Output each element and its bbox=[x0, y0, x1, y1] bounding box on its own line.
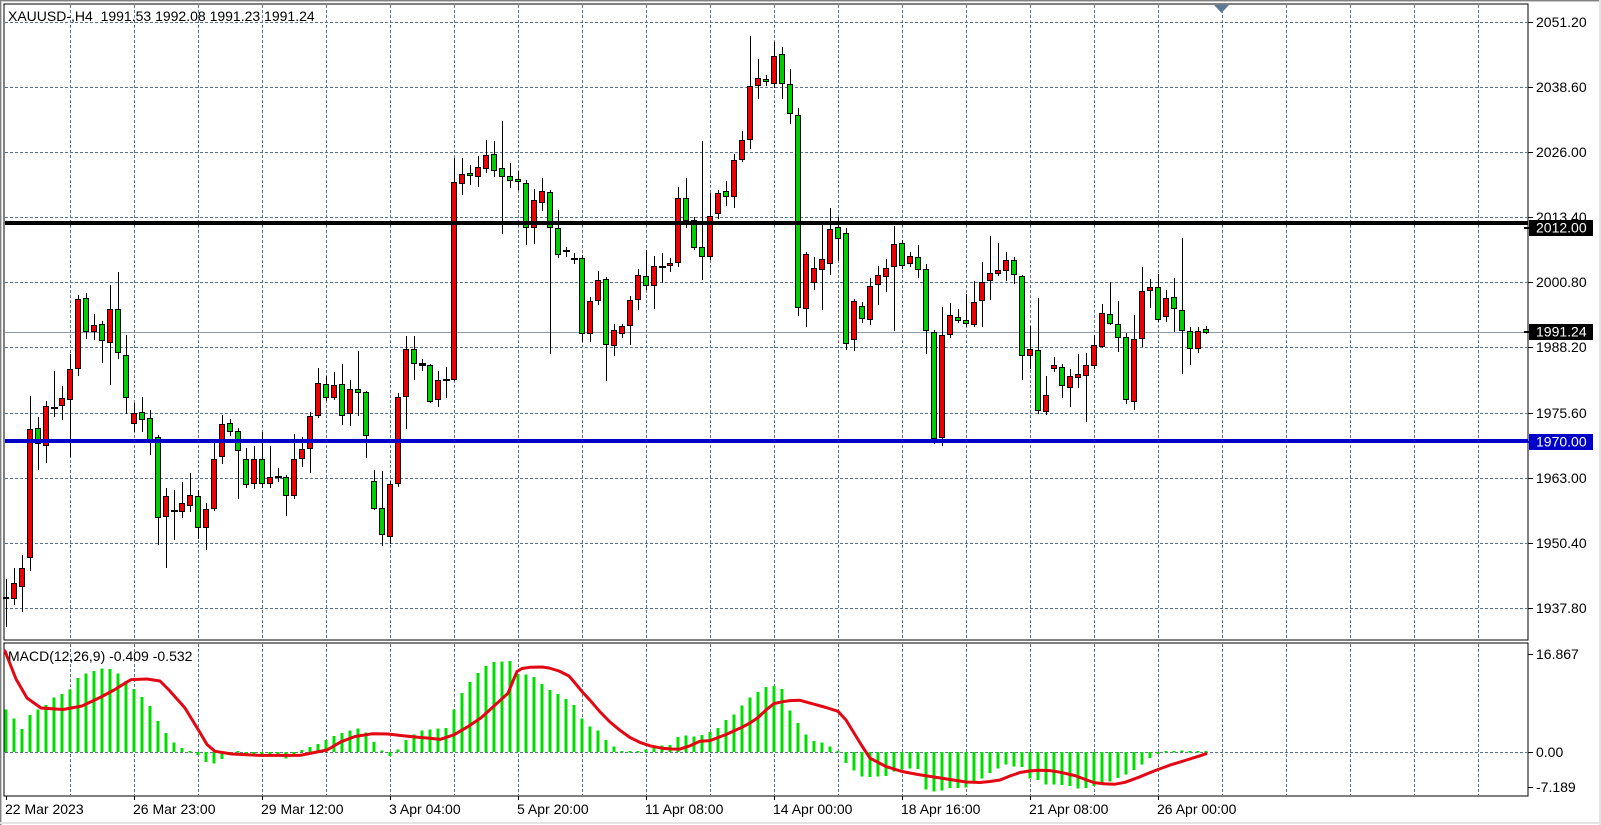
svg-text:22 Mar 2023: 22 Mar 2023 bbox=[5, 801, 84, 817]
svg-text:11 Apr 08:00: 11 Apr 08:00 bbox=[645, 801, 724, 817]
svg-text:1937.80: 1937.80 bbox=[1536, 600, 1587, 616]
svg-text:XAUUSD-,H4 1991.53 1992.08 19: XAUUSD-,H4 1991.53 1992.08 1991.23 1991.… bbox=[8, 8, 315, 24]
svg-text:0.00: 0.00 bbox=[1536, 744, 1563, 760]
svg-text:1970.00: 1970.00 bbox=[1536, 434, 1587, 450]
svg-text:-7.189: -7.189 bbox=[1536, 779, 1576, 795]
svg-text:5 Apr 20:00: 5 Apr 20:00 bbox=[517, 801, 589, 817]
svg-text:18 Apr 16:00: 18 Apr 16:00 bbox=[901, 801, 981, 817]
svg-text:26 Mar 23:00: 26 Mar 23:00 bbox=[133, 801, 216, 817]
svg-text:1950.40: 1950.40 bbox=[1536, 535, 1587, 551]
svg-text:1963.00: 1963.00 bbox=[1536, 470, 1587, 486]
svg-text:3 Apr 04:00: 3 Apr 04:00 bbox=[389, 801, 461, 817]
svg-text:29 Mar 12:00: 29 Mar 12:00 bbox=[261, 801, 344, 817]
svg-text:2012.00: 2012.00 bbox=[1536, 220, 1587, 236]
svg-text:1988.20: 1988.20 bbox=[1536, 339, 1587, 355]
svg-text:26 Apr 00:00: 26 Apr 00:00 bbox=[1157, 801, 1237, 817]
svg-text:MACD(12,26,9) -0.409 -0.532: MACD(12,26,9) -0.409 -0.532 bbox=[8, 648, 193, 664]
svg-text:21 Apr 08:00: 21 Apr 08:00 bbox=[1029, 801, 1109, 817]
svg-text:14 Apr 00:00: 14 Apr 00:00 bbox=[773, 801, 853, 817]
svg-text:16.867: 16.867 bbox=[1536, 646, 1579, 662]
svg-text:1975.60: 1975.60 bbox=[1536, 405, 1587, 421]
svg-text:1991.24: 1991.24 bbox=[1536, 324, 1587, 340]
svg-text:2038.60: 2038.60 bbox=[1536, 79, 1587, 95]
svg-text:2051.20: 2051.20 bbox=[1536, 14, 1587, 30]
svg-text:2026.00: 2026.00 bbox=[1536, 144, 1587, 160]
svg-text:2000.80: 2000.80 bbox=[1536, 274, 1587, 290]
